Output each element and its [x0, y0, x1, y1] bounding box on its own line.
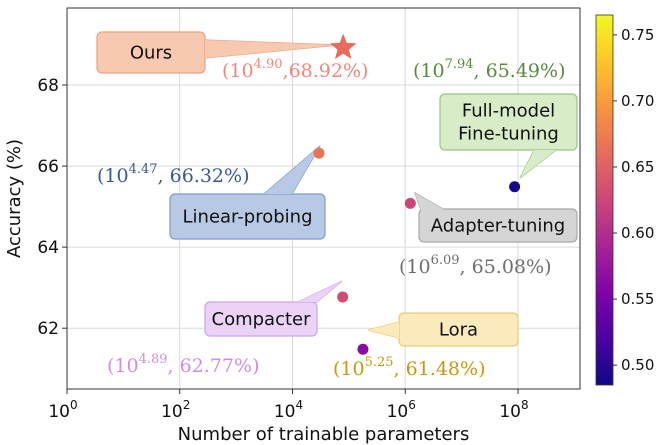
- callout-label-ours: Ours: [130, 43, 172, 64]
- y-axis-ticks: 62 64 66 68: [37, 76, 67, 339]
- coord-label-ours: (104.90,68.92%): [222, 57, 368, 82]
- x-axis-label: Number of trainable parameters: [178, 424, 470, 445]
- callout-box-adapter-tuning: [418, 208, 578, 243]
- colorbar-tick-label: 0.60: [621, 224, 654, 242]
- y-tick-label: 66: [37, 157, 59, 177]
- coord-label-lora: (105.25, 61.48%): [333, 355, 486, 380]
- x-tick-label: 108: [499, 398, 528, 422]
- point-linear-probing: [313, 147, 325, 159]
- coord-label-adapter-tuning: (106.09, 65.08%): [399, 253, 552, 278]
- colorbar-tick-label: 0.65: [621, 158, 654, 176]
- x-tick-label: 104: [274, 398, 303, 422]
- callout-label-adapter-tuning: Adapter-tuning: [431, 216, 565, 237]
- plot-frame: [66, 7, 581, 390]
- callout-box-full-model-fine-tuning: [439, 93, 578, 151]
- callout-pointer-fill-lora: [368, 322, 399, 338]
- colorbar-tick-label: 0.75: [621, 26, 654, 44]
- x-tick-label: 106: [387, 398, 416, 422]
- callout-label-full-model-fine-tuning: Fine-tuning: [458, 124, 559, 145]
- point-adapter-tuning: [404, 197, 416, 209]
- callout-box-linear-probing: [169, 193, 326, 240]
- y-tick-label: 62: [37, 319, 59, 339]
- colorbar-tick-label: 0.70: [621, 92, 654, 110]
- callout-pointer-fill-compacter: [298, 281, 342, 302]
- callout-label-lora: Lora: [439, 320, 478, 341]
- callout-box-compacter: [204, 301, 318, 337]
- y-axis-label: Accuracy (%): [4, 139, 25, 258]
- x-tick-label: 102: [161, 398, 190, 422]
- callout-label-compacter: Compacter: [212, 309, 312, 330]
- y-tick-label: 68: [37, 76, 59, 96]
- callout-pointer-fill-linear-probing: [264, 146, 320, 194]
- annotations: Ours (104.90,68.92%) Full-modelFine-tuning…: [96, 31, 578, 380]
- callout-pointer-fill-adapter-tuning: [415, 193, 450, 213]
- x-tick-label: 100: [48, 398, 77, 422]
- colorbar-tick-label: 0.50: [621, 356, 654, 374]
- point-ours: [329, 33, 357, 59]
- callout-pointer-fill-full-model-fine-tuning: [520, 150, 556, 178]
- colorbar-gradient: [595, 14, 614, 386]
- data-points: [313, 33, 521, 355]
- point-full-model-fine-tuning: [509, 181, 521, 193]
- x-axis-ticks: 100 102 104 106 108: [48, 389, 529, 422]
- point-compacter: [337, 291, 349, 303]
- coord-label-compacter: (104.89, 62.77%): [107, 352, 260, 377]
- colorbar-tick-label: 0.55: [621, 290, 654, 308]
- callout-label-linear-probing: Linear-probing: [183, 207, 313, 228]
- coord-label-linear-probing: (104.47, 66.32%): [97, 162, 250, 187]
- y-tick-label: 64: [37, 238, 59, 258]
- callout-label-full-model-fine-tuning: Full-model: [462, 101, 555, 122]
- coord-label-full-model-fine-tuning: (107.94, 65.49%): [413, 57, 566, 82]
- callout-pointer-fill-ours: [205, 40, 338, 58]
- colorbar: 0.50 0.55 0.60 0.65 0.70 0.75: [595, 14, 654, 386]
- point-lora: [357, 343, 369, 355]
